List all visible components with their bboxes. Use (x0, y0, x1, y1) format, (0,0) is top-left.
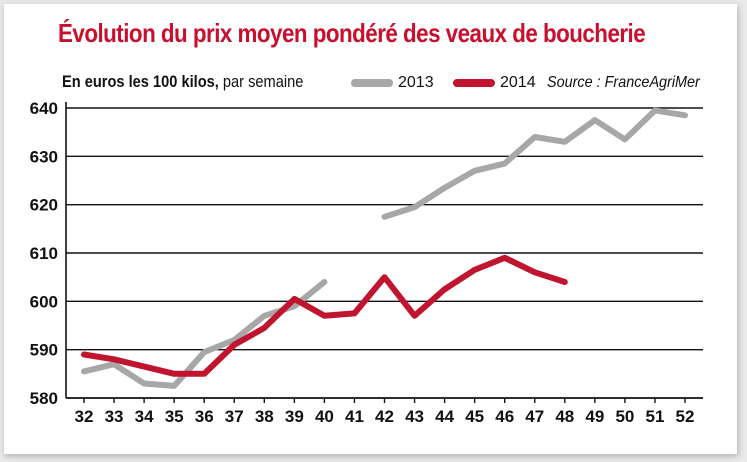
series-line-2014-segment-1 (81, 254, 568, 377)
x-tick-label-42: 42 (375, 407, 394, 426)
x-tick-label-51: 51 (645, 407, 664, 426)
x-tick-label-44: 44 (435, 407, 454, 426)
x-tick-label-52: 52 (676, 407, 695, 426)
y-tick-label-630: 630 (30, 147, 58, 166)
x-tick-label-47: 47 (525, 407, 544, 426)
subtitle-unit: En euros les 100 kilos, (62, 72, 219, 91)
legend-label-2013: 2013 (398, 74, 434, 91)
chart-subtitle: En euros les 100 kilos, par semaine (62, 72, 303, 92)
x-tick-label-34: 34 (135, 407, 154, 426)
y-tick-label-620: 620 (30, 196, 58, 215)
legend-swatch-2014 (453, 78, 495, 87)
legend-label-2014: 2014 (500, 74, 536, 91)
y-tick-label-610: 610 (30, 244, 58, 263)
x-tick-label-41: 41 (345, 407, 364, 426)
x-tick-label-46: 46 (495, 407, 514, 426)
x-tick-label-32: 32 (75, 407, 94, 426)
x-tick-label-50: 50 (615, 407, 634, 426)
x-tick-label-48: 48 (555, 407, 574, 426)
subtitle-period: par semaine (218, 72, 304, 91)
x-tick-label-49: 49 (585, 407, 604, 426)
x-tick-label-43: 43 (405, 407, 424, 426)
chart-title: Évolution du prix moyen pondéré des veau… (58, 18, 646, 48)
legend-swatch-2013 (351, 78, 393, 87)
y-tick-label-590: 590 (30, 341, 58, 360)
legend-item-2014: 2014 (453, 74, 536, 92)
x-tick-label-39: 39 (285, 407, 304, 426)
chart-source: Source : FranceAgriMer (547, 74, 700, 91)
y-tick-label-600: 600 (30, 292, 58, 311)
series-line-2013-segment-2 (381, 107, 688, 220)
x-tick-label-35: 35 (165, 407, 184, 426)
y-tick-label-580: 580 (30, 389, 58, 408)
x-tick-label-40: 40 (315, 407, 334, 426)
x-tick-label-45: 45 (465, 407, 484, 426)
legend-item-2013: 2013 (351, 74, 434, 92)
x-tick-label-38: 38 (255, 407, 274, 426)
y-tick-label-640: 640 (30, 99, 58, 118)
x-tick-label-37: 37 (225, 407, 244, 426)
x-tick-label-36: 36 (195, 407, 214, 426)
x-tick-label-33: 33 (105, 407, 124, 426)
